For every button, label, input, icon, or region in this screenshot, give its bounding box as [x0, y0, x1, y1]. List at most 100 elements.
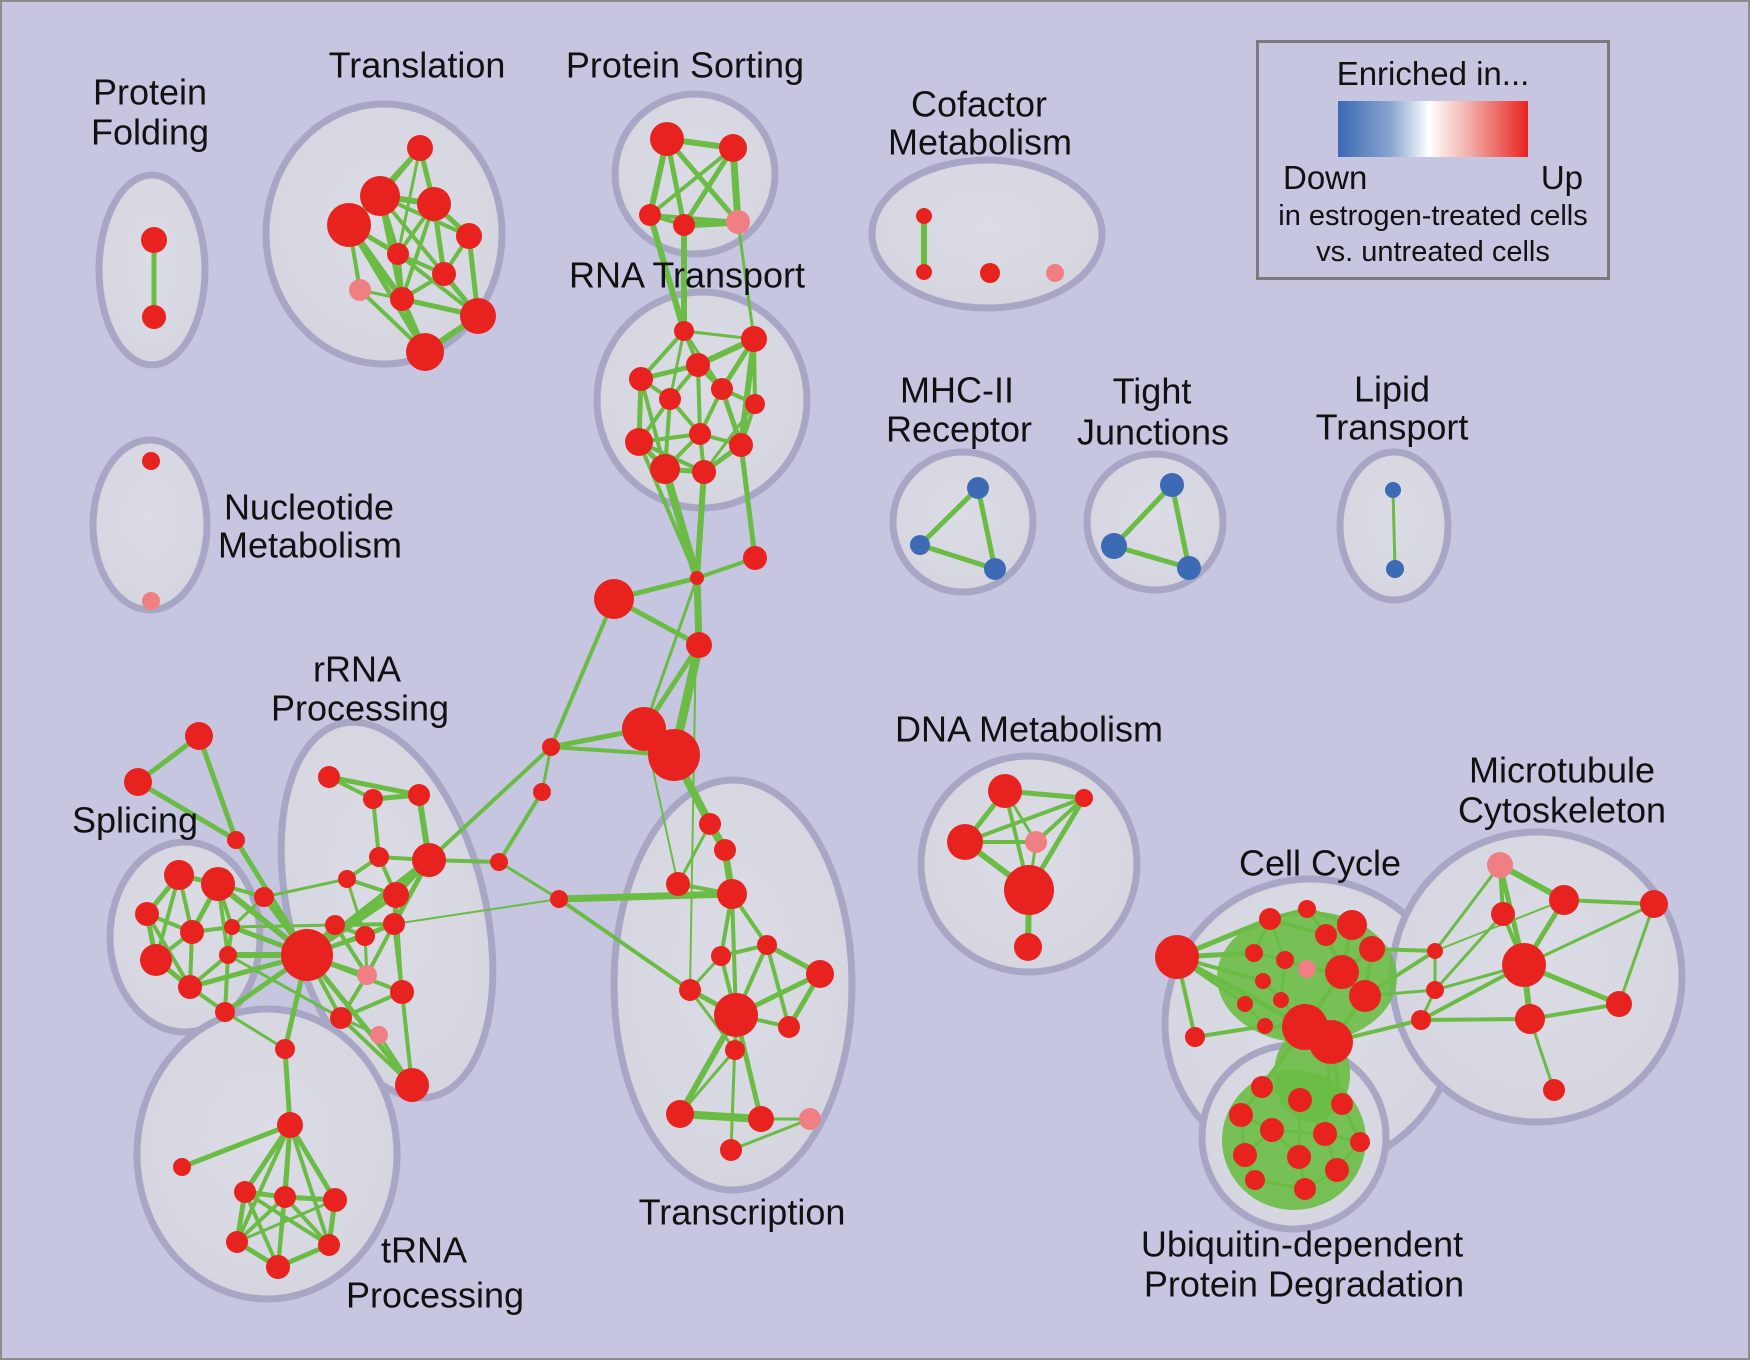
node-u12 [1294, 1178, 1316, 1200]
node-r4 [629, 367, 653, 391]
cluster-label-cell-cycle: Cell Cycle [1239, 843, 1401, 884]
edge-b1-s1 [549, 598, 616, 748]
node-t11 [406, 333, 444, 371]
node-k5 [1359, 936, 1385, 962]
node-t1 [407, 135, 433, 161]
node-c1 [699, 813, 721, 835]
edge-c9-c15 [729, 1014, 738, 1151]
node-c9 [714, 993, 758, 1037]
cluster-label-cofactor-metabolism: Cofactor [911, 84, 1047, 125]
node-k4 [1315, 924, 1337, 946]
cluster-label-tight-junctions: Tight [1113, 371, 1192, 412]
cluster-label-translation: Translation [329, 45, 506, 86]
node-b1 [594, 579, 634, 619]
node-c12 [666, 1100, 694, 1128]
node-k13 [1273, 992, 1289, 1008]
node-k11 [1349, 980, 1381, 1012]
node-m1 [275, 1039, 295, 1059]
edge-sp5-q8 [231, 923, 336, 929]
cluster-label-trna-processing: Processing [346, 1275, 524, 1316]
edge-ta1-ta3 [196, 735, 239, 841]
node-mt1 [1487, 852, 1513, 878]
cluster-label-rna-transport: RNA Transport [569, 255, 805, 296]
cluster-label-protein-sorting: Protein Sorting [566, 45, 804, 86]
legend-subtitle-line1: in estrogen-treated cells [1278, 200, 1588, 232]
node-r10 [729, 433, 753, 457]
node-bn2 [1426, 981, 1444, 999]
edge-m1-sp10 [224, 1010, 286, 1051]
node-ta2 [124, 768, 152, 796]
edge-r7-r12 [702, 403, 757, 473]
edge-sp8-q12 [227, 953, 342, 1020]
node-u10 [1325, 1158, 1349, 1182]
node-q15 [390, 980, 414, 1004]
node-K16 [1309, 1020, 1353, 1064]
node-u6 [1313, 1122, 1337, 1146]
node-nm2 [142, 592, 160, 610]
node-c11 [725, 1040, 745, 1060]
node-k1 [1259, 908, 1281, 930]
edge-th-rn3 [287, 1123, 338, 1202]
cluster-label-lipid-transport: Lipid [1354, 369, 1430, 410]
node-ta1 [185, 722, 213, 750]
cluster-label-transcription: Transcription [639, 1192, 846, 1233]
edge-r2-r10 [738, 338, 757, 446]
edge-mh1-mh3 [975, 487, 998, 570]
edge-mt6-mt7 [1617, 903, 1656, 1005]
node-u9 [1287, 1145, 1311, 1169]
edge-H-q14 [305, 953, 414, 1087]
edge-bn3-mt5 [1420, 1017, 1531, 1022]
node-d4 [1025, 831, 1047, 853]
node-q1 [318, 766, 340, 788]
node-p3 [639, 204, 661, 226]
node-mt7 [1640, 890, 1668, 918]
cluster-label-protein-folding: Folding [91, 112, 209, 153]
node-q10 [383, 913, 405, 935]
node-c13 [748, 1106, 774, 1132]
node-sp9 [254, 887, 274, 907]
edge-j1-h1 [642, 577, 699, 730]
edge-bn2-mt3 [1433, 912, 1505, 992]
edge-th-ol [181, 1122, 291, 1170]
node-q7 [412, 843, 446, 877]
edge-q1-q3 [328, 774, 420, 798]
node-tj3 [1177, 556, 1201, 580]
cluster-label-microtubule-cytoskeleton: Microtubule [1469, 750, 1655, 791]
node-lt2 [1386, 560, 1404, 578]
node-mt8 [1543, 1079, 1565, 1101]
node-r9 [625, 428, 653, 456]
node-k3 [1337, 910, 1367, 940]
node-k10 [1325, 955, 1359, 989]
node-sp7 [178, 975, 202, 999]
cluster-label-trna-processing: tRNA [381, 1230, 467, 1271]
node-u4 [1229, 1103, 1253, 1127]
edge-th-rn5 [288, 1124, 331, 1246]
node-mt6 [1606, 991, 1632, 1017]
edge-rn1-rn6 [243, 1191, 280, 1268]
node-tj2 [1101, 533, 1127, 559]
node-q4 [369, 847, 389, 867]
edge-s3-c7 [557, 897, 692, 992]
node-c7 [679, 979, 701, 1001]
node-p4 [673, 214, 695, 236]
node-c2 [714, 839, 736, 861]
legend-box: Enriched in... Down Up in estrogen-treat… [1256, 40, 1610, 280]
edge-p2-p3 [648, 146, 735, 217]
node-lt1 [1385, 482, 1401, 498]
node-q6 [383, 882, 409, 908]
edge-rn1-rn5 [243, 1190, 331, 1247]
node-sp2 [201, 867, 235, 901]
cluster-label-protein-folding: Protein [93, 72, 207, 113]
node-p1 [650, 122, 684, 156]
edge-s1-q7 [427, 745, 553, 862]
node-u2 [1288, 1088, 1312, 1112]
node-ta3 [227, 831, 245, 849]
node-r3 [686, 353, 710, 377]
cluster-label-dna-metabolism: DNA Metabolism [895, 709, 1163, 750]
edge-ol3-k14 [1194, 1024, 1266, 1039]
node-rn1 [234, 1181, 256, 1203]
node-bn1 [1427, 943, 1443, 959]
node-ol2 [1155, 935, 1199, 979]
node-u5 [1260, 1118, 1284, 1142]
cluster-label-mhc-ii-receptor: MHC-II [900, 370, 1014, 411]
